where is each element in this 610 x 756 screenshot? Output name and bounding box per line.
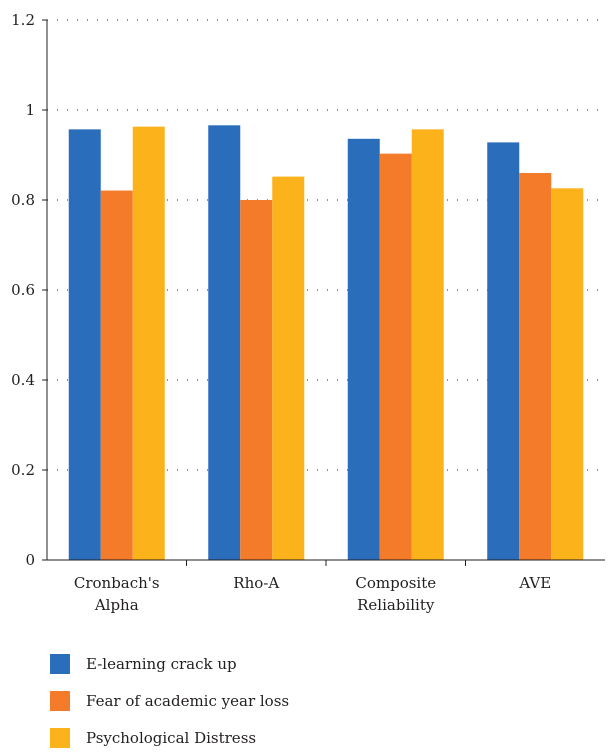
bar [68,129,101,560]
x-tick-label: Cronbach's [74,574,160,592]
y-tick-label: 1.2 [11,11,35,29]
bar [551,188,584,561]
bar-chart: 0 0.2 0.4 0.6 0.8 1 1.2 Cronbach's Alpha Rho-A Co… [11,11,605,614]
legend-item-distress: Psychological Distress [50,719,289,756]
bar [411,129,444,560]
legend-swatch-fear [50,690,70,711]
y-tick-labels: 0 0.2 0.4 0.6 0.8 1 1.2 [11,11,47,569]
x-tick-labels: Cronbach's Alpha Rho-A Composite Reliability… [74,560,551,614]
bar [272,176,305,560]
legend-item-e-learning: E-learning crack up [50,645,289,682]
legend-label-fear: Fear of academic year loss [86,691,290,710]
x-tick-label: Composite [355,574,436,592]
legend: E-learning crack up Fear of academic yea… [50,645,289,756]
bar [487,142,520,560]
y-tick-label: 0.2 [11,461,35,479]
legend-label-distress: Psychological Distress [86,728,257,747]
legend-swatch-distress [50,727,70,748]
x-tick-label: AVE [518,574,551,592]
y-tick-label: 1 [25,101,35,119]
bars [68,125,584,561]
bar [208,125,241,561]
bar [100,190,133,561]
legend-item-fear: Fear of academic year loss [50,682,289,719]
y-tick-label: 0.4 [11,371,35,389]
legend-swatch-e-learning [50,653,70,674]
bar [519,173,552,560]
legend-label-e-learning: E-learning crack up [86,654,237,673]
bar [132,126,165,561]
bar [240,200,273,560]
bar [379,153,412,560]
y-tick-label: 0.8 [11,191,35,209]
x-tick-label: Reliability [357,596,435,614]
y-tick-label: 0 [25,551,35,569]
bar [347,138,380,561]
y-tick-label: 0.6 [11,281,35,299]
x-tick-label: Alpha [94,596,139,614]
x-tick-label: Rho-A [233,574,279,592]
